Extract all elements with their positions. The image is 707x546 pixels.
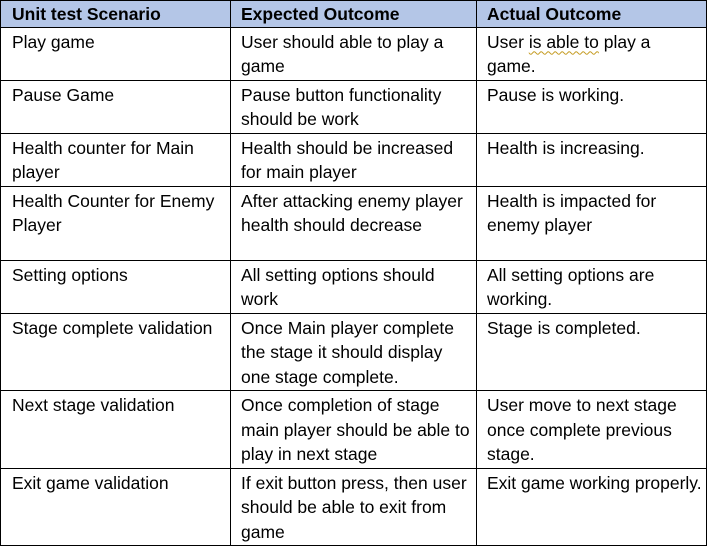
actual-cell: Pause is working.	[476, 79, 707, 134]
actual-cell: User move to next stage once complete pr…	[476, 390, 707, 469]
scenario-cell: Exit game validation	[0, 467, 231, 546]
table-row: Health Counter for Enemy Player After at…	[0, 185, 707, 261]
header-unit-test-scenario: Unit test Scenario	[0, 0, 231, 28]
expected-cell: Once Main player complete the stage it s…	[230, 312, 477, 391]
scenario-cell: Next stage validation	[0, 390, 231, 469]
header-expected-outcome: Expected Outcome	[230, 0, 477, 28]
scenario-cell: Stage complete validation	[0, 312, 231, 391]
scenario-cell: Health counter for Main player	[0, 132, 231, 187]
actual-cell: Health is increasing.	[476, 132, 707, 187]
actual-cell: Stage is completed.	[476, 312, 707, 391]
actual-cell: Health is impacted for enemy player	[476, 185, 707, 261]
expected-cell: Once completion of stage main player sho…	[230, 390, 477, 469]
actual-text-prefix: User	[487, 31, 529, 52]
table-row: Stage complete validation Once Main play…	[0, 312, 707, 391]
actual-cell: All setting options are working.	[476, 259, 707, 314]
expected-cell: Pause button functionality should be wor…	[230, 79, 477, 134]
scenario-cell: Pause Game	[0, 79, 231, 134]
table-row: Next stage validation Once completion of…	[0, 390, 707, 469]
expected-cell: After attacking enemy player health shou…	[230, 185, 477, 261]
spellcheck-flagged-text[interactable]: is able to	[528, 31, 599, 52]
table-row: Play game User should able to play a gam…	[0, 26, 707, 81]
actual-cell: Exit game working properly.	[476, 467, 707, 546]
expected-cell: If exit button press, then user should b…	[230, 467, 477, 546]
scenario-cell: Play game	[0, 26, 231, 81]
actual-text-suffix: play a game.	[487, 31, 651, 77]
header-row: Unit test Scenario Expected Outcome Actu…	[0, 0, 707, 28]
actual-cell: User is able to play a game.	[476, 26, 707, 81]
expected-cell: User should able to play a game	[230, 26, 477, 81]
table-row: Health counter for Main player Health sh…	[0, 132, 707, 187]
scenario-cell: Setting options	[0, 259, 231, 314]
header-actual-outcome: Actual Outcome	[476, 0, 707, 28]
table-row: Setting options All setting options shou…	[0, 259, 707, 314]
table-row: Pause Game Pause button functionality sh…	[0, 79, 707, 134]
table-row: Exit game validation If exit button pres…	[0, 467, 707, 546]
expected-cell: All setting options should work	[230, 259, 477, 314]
scenario-cell: Health Counter for Enemy Player	[0, 185, 231, 261]
expected-cell: Health should be increased for main play…	[230, 132, 477, 187]
